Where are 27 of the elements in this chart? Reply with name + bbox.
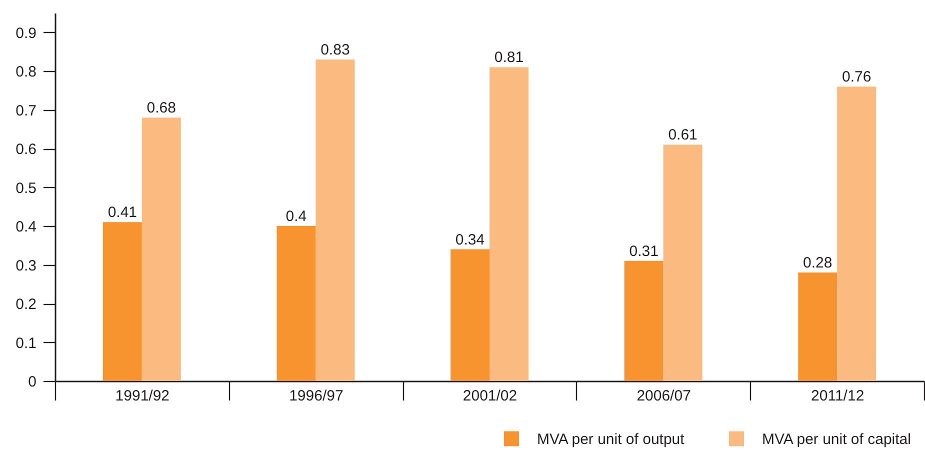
data-label: 0.81 [494,49,524,66]
y-tick-label: 0.1 [16,334,36,352]
legend-label: MVA per unit of output [537,430,686,448]
y-tick-label: 0.5 [16,180,36,197]
x-tick-label: 2006/07 [636,388,691,404]
data-label: 0.76 [842,68,872,86]
y-tick-label: 0.2 [16,296,36,314]
data-label: 0.68 [146,100,176,117]
data-label: 0.61 [668,126,698,144]
x-tick-label: 2011/12 [811,388,864,404]
data-label: 0.83 [320,41,350,58]
data-label: 0.28 [803,254,832,272]
x-tick-label: 1991/92 [115,388,170,404]
y-tick-label: 0.8 [16,64,36,81]
data-label: 0.4 [286,208,307,226]
data-label: 0.34 [455,231,485,248]
data-label: 0.41 [108,204,138,222]
y-tick-label: 0 [28,374,36,390]
legend-label: MVA per unit of capital [762,430,911,448]
x-tick-label: 2001/02 [462,388,518,404]
y-tick-label: 0.7 [16,102,36,120]
y-tick-label: 0.9 [16,24,36,42]
y-tick-label: 0.4 [16,218,36,236]
data-label: 0.31 [629,242,658,260]
y-tick-label: 0.3 [16,257,36,274]
x-tick-label: 1996/97 [289,388,344,404]
y-tick-label: 0.6 [16,141,36,158]
